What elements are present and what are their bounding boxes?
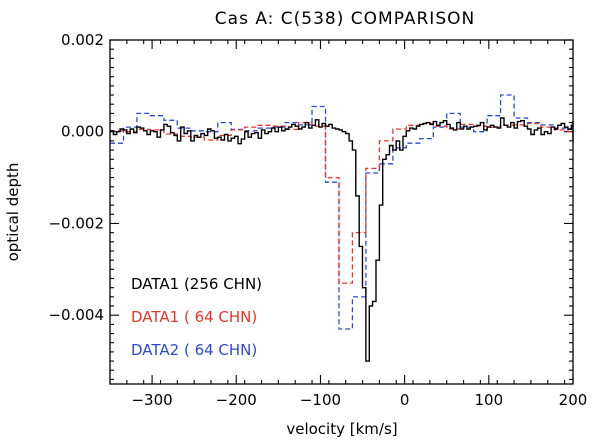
x-tick-label: 100 <box>474 391 503 409</box>
legend-entry-3: DATA2 ( 64 CHN) <box>131 341 257 359</box>
series-2-line <box>110 121 573 284</box>
x-tick-label: 200 <box>559 391 588 409</box>
x-tick-label: 0 <box>400 391 410 409</box>
y-tick-label: 0.000 <box>61 123 104 141</box>
series-3-line <box>110 94 573 330</box>
plot-frame <box>109 39 574 385</box>
y-tick-label: −0.002 <box>48 214 104 232</box>
y-tick-label: 0.002 <box>61 31 104 49</box>
legend: DATA1 (256 CHN) DATA1 ( 64 CHN) DATA2 ( 64… <box>131 275 262 359</box>
chart-title: Cas A: C(538) COMPARISON <box>215 9 475 29</box>
legend-entry-2: DATA1 ( 64 CHN) <box>131 308 257 326</box>
y-axis-label: optical depth <box>4 163 22 262</box>
x-tick-label: −100 <box>300 391 341 409</box>
y-tick-label: −0.004 <box>48 306 104 324</box>
axis-ticks: −300 −200 −100 0 100 200 0.002 0.000 −0.002 −0.00… <box>48 31 587 409</box>
series-1-line <box>110 117 574 362</box>
series-layer <box>110 94 574 362</box>
x-axis-label: velocity [km/s] <box>286 420 397 438</box>
legend-entry-1: DATA1 (256 CHN) <box>131 275 262 293</box>
x-tick-label: −200 <box>216 391 257 409</box>
x-tick-label: −300 <box>131 391 172 409</box>
